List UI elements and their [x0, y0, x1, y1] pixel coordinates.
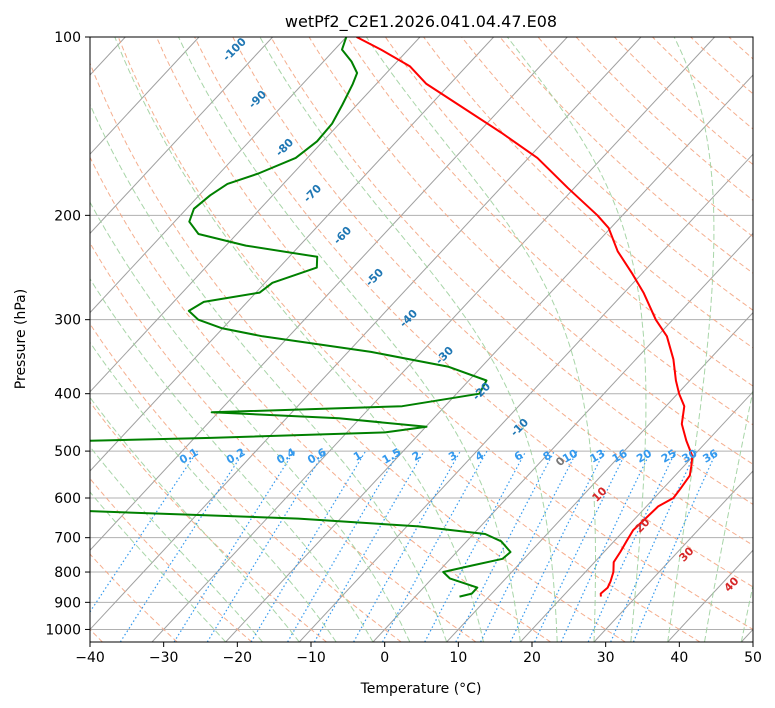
mixing-ratio-line	[632, 450, 718, 642]
y-tick-label: 300	[54, 313, 81, 329]
moist-adiabat	[90, 341, 337, 642]
moist-adiabat	[90, 103, 448, 642]
y-tick-label: 100	[54, 30, 81, 46]
dry-adiabat	[90, 323, 402, 642]
isotherm-line	[90, 37, 347, 314]
moist-adiabat	[259, 37, 558, 642]
isotherm-line	[90, 37, 642, 631]
dry-adiabat	[461, 37, 753, 311]
isotherm-line	[519, 391, 753, 642]
plot-frame	[89, 36, 754, 643]
x-tick-label: −10	[296, 650, 326, 666]
dry-adiabat	[384, 37, 753, 387]
mixing-ratio-line	[353, 450, 461, 642]
plot-area	[90, 37, 753, 642]
temperature-line	[356, 37, 694, 597]
mixing-ratio-line	[424, 450, 527, 642]
y-tick-label: 400	[54, 387, 81, 403]
dry-adiabat	[90, 61, 626, 642]
chart-title: wetPf2_C2E1.2026.041.04.47.E08	[285, 12, 557, 32]
x-tick-label: 10	[449, 650, 467, 666]
y-tick-label: 800	[54, 565, 81, 581]
moist-adiabat	[506, 37, 647, 642]
y-tick-label: 700	[54, 531, 81, 547]
y-tick-label: 900	[54, 595, 81, 611]
x-tick-label: −40	[75, 650, 105, 666]
isotherm-line	[593, 470, 753, 642]
y-tick-label: 200	[54, 208, 81, 224]
isotherm-line	[225, 74, 753, 642]
moist-adiabat	[90, 201, 411, 642]
dry-adiabat	[346, 37, 753, 426]
moist-adiabat	[90, 445, 263, 642]
dry-adiabat	[537, 37, 753, 238]
dry-adiabat	[232, 37, 753, 546]
isotherm-line	[90, 37, 495, 472]
moist-adiabat	[667, 37, 715, 642]
x-tick-label: 30	[597, 650, 615, 666]
dry-adiabat	[614, 37, 753, 166]
x-tick-label: 50	[744, 650, 762, 666]
isotherm-line	[446, 311, 753, 642]
dewpoint-line	[90, 37, 512, 598]
x-tick-label: −20	[223, 650, 253, 666]
dry-adiabat	[90, 477, 253, 642]
dry-adiabat	[90, 156, 551, 642]
x-tick-label: 20	[523, 650, 541, 666]
y-tick-label: 500	[54, 444, 81, 460]
y-tick-label: 600	[54, 491, 81, 507]
isotherm-line	[90, 37, 421, 393]
dry-adiabat	[90, 401, 327, 642]
moist-adiabat	[365, 37, 596, 642]
mixing-ratio-line	[119, 450, 245, 642]
dry-adiabat	[270, 37, 753, 505]
mixing-ratio-line	[509, 450, 605, 642]
x-tick-label: 40	[670, 650, 688, 666]
moist-adiabat	[704, 387, 753, 642]
y-axis-label: Pressure (hPa)	[13, 289, 29, 389]
x-tick-label: 0	[380, 650, 389, 666]
moist-adiabat	[90, 491, 227, 642]
profile-lines	[90, 37, 694, 598]
y-tick-label: 1000	[45, 622, 81, 638]
x-axis-ticks: −40 −30 −20 −10 0 10 20 30 40 50	[75, 642, 762, 666]
isotherm-line	[372, 232, 753, 642]
moist-adiabat	[114, 37, 484, 642]
dry-adiabat	[117, 37, 701, 642]
x-axis-label: Temperature (°C)	[360, 681, 482, 697]
mixing-ratio-line	[90, 450, 198, 613]
dry-adiabat	[423, 37, 753, 349]
mixing-ratio-line	[173, 450, 295, 642]
y-axis-ticks: 100 200 300 400 500 600 700 800 900 1000	[45, 30, 90, 638]
moist-adiabat	[90, 277, 374, 642]
dry-adiabat	[308, 37, 753, 465]
mixing-ratio-line	[480, 450, 578, 642]
isotherm-line	[151, 37, 716, 642]
x-tick-label: −30	[149, 650, 179, 666]
mixing-ratio-line	[206, 450, 326, 642]
dry-adiabat	[156, 37, 753, 631]
isotherm-line	[90, 37, 274, 235]
mixing-ratio-line	[381, 450, 488, 642]
